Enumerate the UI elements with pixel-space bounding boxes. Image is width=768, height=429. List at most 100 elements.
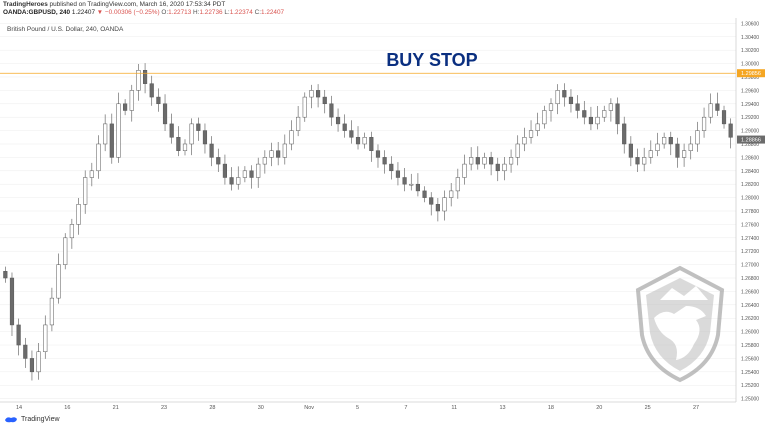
- symbol-label[interactable]: OANDA:GBPUSD, 240: [3, 9, 71, 16]
- candle: [542, 110, 547, 125]
- candle: [495, 163, 500, 172]
- y-tick-label: 1.25400: [741, 370, 759, 376]
- candle: [196, 123, 201, 131]
- plot-area[interactable]: [0, 18, 736, 402]
- y-axis[interactable]: 1.30600 1.30400 1.30200 1.30000 1.29800 1.296…: [741, 21, 759, 402]
- candle: [695, 130, 700, 145]
- y-tick-label: 1.26600: [741, 289, 759, 295]
- close-value: 1.22407: [260, 9, 285, 16]
- candle: [595, 116, 600, 125]
- candle: [209, 143, 214, 158]
- y-tick-label: 1.27000: [741, 263, 759, 269]
- candle: [16, 324, 21, 346]
- candle: [49, 297, 54, 326]
- x-tick-label: 14: [16, 405, 22, 411]
- candle: [309, 90, 314, 98]
- candle: [562, 90, 567, 98]
- candle: [162, 103, 168, 125]
- high-label: H:: [193, 9, 200, 16]
- tradingview-logo-icon: [5, 417, 17, 423]
- candle: [395, 170, 401, 178]
- candle: [588, 116, 594, 125]
- candle: [316, 90, 321, 98]
- y-tick-label: 1.25800: [741, 343, 759, 349]
- candle: [682, 150, 687, 158]
- x-tick-label: 27: [693, 405, 699, 411]
- candle: [469, 157, 474, 165]
- x-tick-label: 25: [645, 405, 651, 411]
- close-label: C:: [254, 9, 261, 16]
- candle: [568, 96, 574, 105]
- candle: [728, 123, 733, 138]
- candle: [116, 103, 121, 158]
- low-value: 1.22374: [229, 9, 253, 16]
- buy-stop-price-label: 1.29856: [741, 71, 761, 77]
- last-value: 1.22407: [71, 9, 96, 16]
- candle: [103, 123, 108, 145]
- candle: [635, 157, 640, 165]
- candle: [3, 271, 8, 279]
- y-tick-label: 1.26200: [741, 316, 759, 322]
- publish-info: TradingHeroes published on TradingView.c…: [3, 1, 225, 9]
- candle: [675, 143, 680, 158]
- y-tick-label: 1.27600: [741, 222, 759, 228]
- y-tick-label: 1.25200: [741, 383, 759, 389]
- candle: [56, 264, 61, 299]
- x-tick-label: 28: [209, 405, 215, 411]
- y-tick-label: 1.28400: [741, 169, 759, 175]
- high-value: 1.22736: [199, 9, 223, 16]
- candle: [688, 143, 693, 151]
- x-axis[interactable]: 14 16 21 23 28 30 Nov 5 7 11 13 18 20 25 27: [16, 405, 699, 411]
- x-tick-label: 16: [64, 405, 70, 411]
- candles: [3, 63, 733, 381]
- candle: [123, 103, 128, 111]
- candle: [449, 190, 454, 198]
- candle: [489, 157, 494, 165]
- candle: [602, 110, 607, 118]
- y-tick-label: 1.25000: [741, 397, 759, 403]
- x-tick-label: 23: [161, 405, 167, 411]
- candle: [69, 224, 74, 239]
- y-tick-label: 1.29400: [741, 102, 759, 108]
- candle: [355, 137, 361, 145]
- candle: [335, 116, 341, 125]
- candle: [382, 157, 387, 165]
- candle: [43, 324, 48, 352]
- candle: [708, 103, 713, 118]
- x-tick-label: 7: [404, 405, 407, 411]
- candle: [721, 110, 727, 125]
- last-price-tag: [737, 135, 765, 144]
- candle: [515, 143, 520, 158]
- candle: [668, 137, 673, 145]
- footer-brand[interactable]: TradingView: [21, 416, 60, 423]
- candle: [455, 177, 460, 192]
- candle: [169, 123, 174, 138]
- y-tick-label: 1.29000: [741, 129, 759, 135]
- candle: [36, 351, 41, 373]
- y-tick-label: 1.27800: [741, 209, 759, 215]
- x-tick-label: 30: [258, 405, 264, 411]
- x-tick-label: 21: [113, 405, 119, 411]
- publisher-name: TradingHeroes: [3, 1, 48, 8]
- candle: [256, 163, 261, 178]
- candle: [322, 96, 327, 105]
- open-label: O:: [161, 9, 169, 16]
- candle: [655, 143, 660, 151]
- grid: [0, 23, 736, 399]
- y-tick-label: 1.27200: [741, 249, 759, 255]
- candle: [362, 137, 367, 145]
- candle: [269, 150, 274, 158]
- candle: [262, 157, 267, 165]
- candle: [342, 123, 347, 131]
- candle: [662, 137, 667, 145]
- candle: [422, 190, 427, 198]
- y-tick-label: 1.28800: [741, 142, 759, 148]
- candle: [249, 170, 254, 178]
- candle: [182, 143, 188, 151]
- candle: [89, 170, 94, 178]
- candle: [109, 123, 114, 158]
- candle: [528, 130, 534, 138]
- candle: [149, 83, 154, 98]
- candle: [9, 277, 15, 326]
